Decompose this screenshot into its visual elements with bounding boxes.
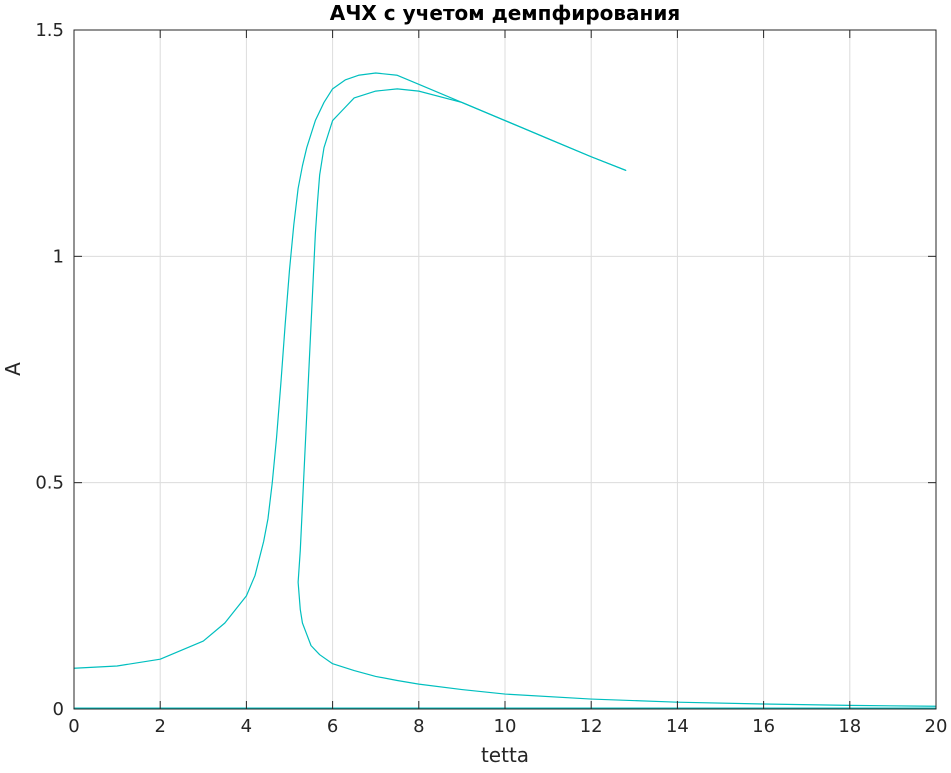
series-line-1	[73, 72, 627, 669]
y-axis-label: A	[1, 362, 25, 376]
x-tick-label: 12	[580, 716, 603, 737]
x-tick-label: 4	[241, 716, 252, 737]
x-tick-label: 16	[752, 716, 775, 737]
x-tick-label: 8	[413, 716, 424, 737]
y-tick-label: 0.5	[35, 473, 64, 494]
y-tick-label: 1.5	[35, 20, 64, 41]
chart-title: АЧХ с учетом демпфирования	[330, 1, 680, 25]
x-axis-label: tetta	[481, 743, 529, 767]
y-tick-label: 1	[53, 246, 64, 267]
x-tick-label: 10	[494, 716, 517, 737]
x-tick-label: 0	[68, 716, 79, 737]
x-tick-label: 14	[666, 716, 689, 737]
series-line-2	[297, 88, 937, 707]
x-tick-label: 20	[925, 716, 948, 737]
x-tick-label: 2	[154, 716, 165, 737]
ticks: 0 2 4 6 8 10 12 14 16 18 20 0 0.5 1 1.5	[35, 20, 947, 737]
x-tick-label: 18	[838, 716, 861, 737]
y-tick-label: 0	[53, 699, 64, 720]
x-tick-label: 6	[327, 716, 338, 737]
